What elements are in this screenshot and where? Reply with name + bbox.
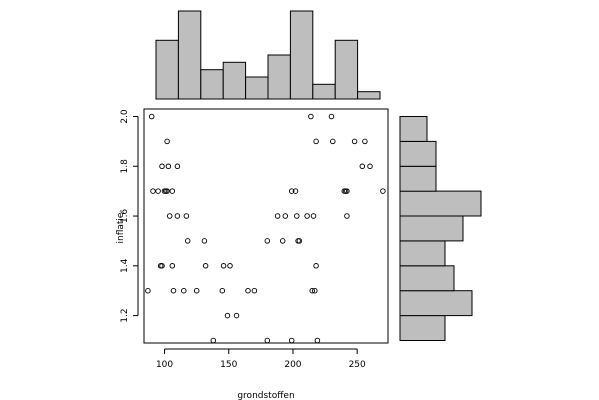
scatter-point-54 [344,213,350,219]
scatter-point-35 [308,113,314,120]
scatter-point-23 [170,287,177,294]
scatter-plot-frame [143,108,389,344]
y-hist-bar-1 [399,290,473,317]
scatter-point-19 [202,263,209,269]
scatter-point-51 [294,213,300,219]
y-hist-bar-0 [399,315,446,342]
y-hist-bar-7 [399,140,437,167]
x-hist-bar-8 [334,39,359,100]
scatter-point-10 [169,188,176,194]
scatter-point-56 [279,238,286,244]
x-hist-bar-1 [177,10,202,100]
scatter-point-34 [314,337,321,344]
scatter-point-39 [351,138,358,145]
y-axis-label: inflatie [116,212,126,243]
y-hist-bar-8 [399,116,428,142]
scatter-point-29 [224,312,231,319]
x-tick-label-100: 100 [156,360,173,370]
scatter-point-48 [380,188,386,194]
scatter-point-5 [150,188,156,194]
x-marginal-histogram [155,10,381,100]
y-hist-bar-5 [399,190,482,217]
scatter-point-31 [210,337,217,344]
x-axis-label: grondstoffen [237,391,294,400]
scatter-point-26 [219,287,226,294]
scatter-point-24 [181,287,187,294]
scatter-point-11 [166,213,173,219]
scatter-point-37 [313,138,319,145]
scatter-point-14 [184,238,191,244]
y-hist-bar-3 [399,240,446,267]
scatter-point-53 [310,213,317,219]
scatter-point-13 [183,213,190,219]
y-hist-bar-4 [399,215,464,242]
y-hist-bar-6 [399,165,437,192]
scatter-point-44 [292,188,299,194]
scatter-point-6 [155,188,161,194]
scatter-point-22 [145,287,151,294]
scatter-point-17 [159,263,165,269]
scatter-point-18 [169,263,176,269]
scatter-point-32 [264,337,271,344]
scatter-point-43 [288,188,295,194]
y-tick-label-1.2: 1.2 [120,308,130,322]
x-hist-bar-7 [312,83,336,100]
scatter-point-33 [288,337,295,344]
scatter-point-49 [274,213,281,219]
scatter-point-20 [220,263,227,269]
x-tick-label-150: 150 [220,360,237,370]
scatter-point-28 [251,287,258,294]
x-hist-bar-3 [222,61,247,100]
x-hist-bar-0 [155,39,179,100]
scatter-point-27 [245,287,251,294]
scatter-point-3 [165,163,172,170]
scatter-point-52 [304,213,310,219]
scatter-point-61 [312,287,318,294]
scatter-point-21 [227,263,233,269]
scatter-point-0 [148,113,155,120]
scatter-point-9 [164,188,170,194]
scatter-point-30 [233,312,240,319]
scatter-point-15 [201,238,208,244]
scatter-point-58 [296,238,303,244]
scatter-point-38 [330,138,336,145]
scatter-point-47 [344,188,350,194]
scatter-point-59 [313,263,319,269]
x-tick-label-250: 250 [349,360,366,370]
x-hist-bar-4 [245,76,269,100]
scatter-points [145,113,386,344]
scatter-point-42 [367,163,373,170]
x-hist-bar-9 [357,91,381,100]
y-tick-label-1.8: 1.8 [120,159,130,174]
scatter-point-60 [309,287,315,294]
x-hist-bar-2 [200,69,224,100]
y-axis: 1.2 1.4 1.6 1.8 2.0 [120,109,139,323]
x-tick-label-200: 200 [284,360,301,370]
scatter-point-40 [362,138,368,145]
scatter-point-36 [328,113,335,120]
scatter-point-25 [193,287,200,294]
y-tick-label-1.6: 1.6 [120,209,130,224]
scatter-point-55 [264,238,271,244]
x-axis: 100 150 200 250 [156,348,366,370]
scatter-point-41 [359,163,366,170]
scatter-point-12 [174,213,181,219]
x-hist-bar-6 [289,10,314,100]
scatter-point-2 [159,163,165,170]
scatter-point-4 [174,163,181,170]
x-hist-bar-5 [267,54,291,100]
y-tick-label-2: 2.0 [120,109,130,124]
y-tick-label-1.4: 1.4 [120,258,130,273]
scatter-point-50 [282,213,289,219]
scatter-point-1 [164,138,170,145]
y-hist-bar-2 [399,265,455,292]
y-marginal-histogram [399,116,482,342]
